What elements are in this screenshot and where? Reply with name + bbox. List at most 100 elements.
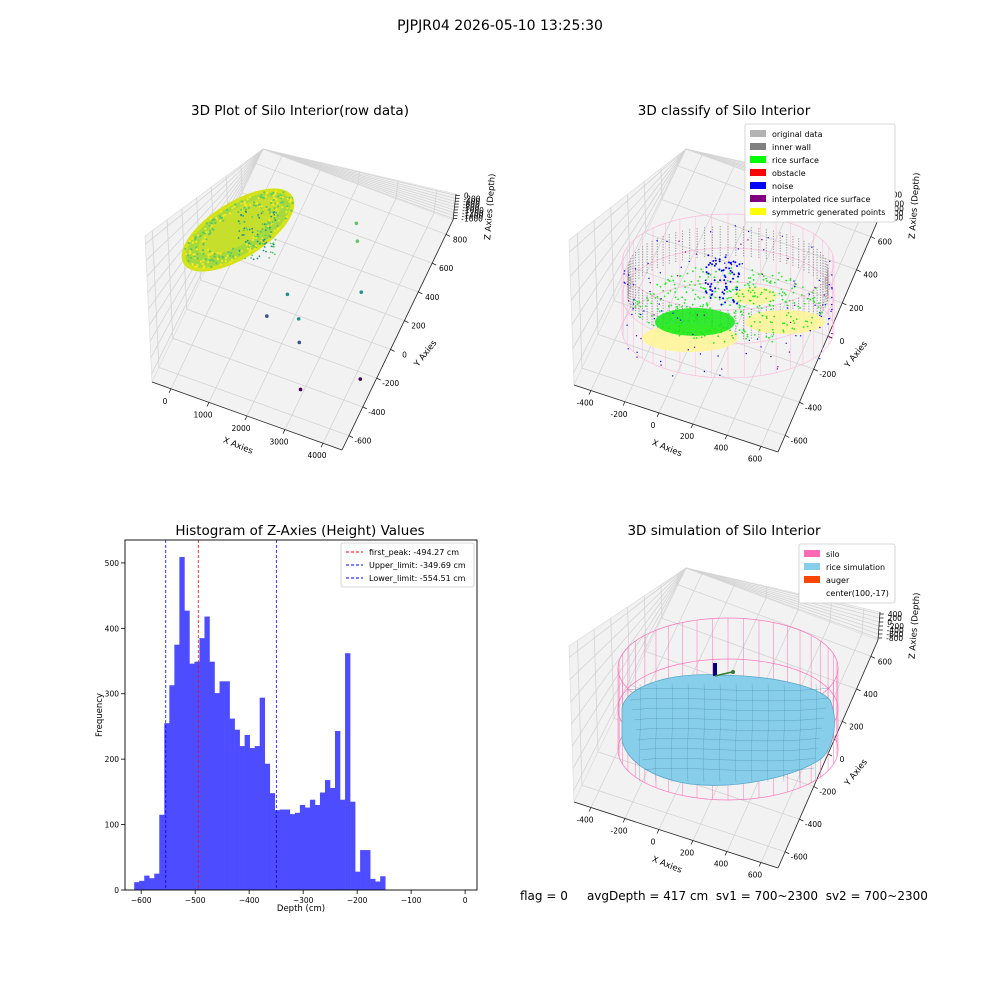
data-point: [252, 236, 255, 239]
data-point: [219, 252, 222, 255]
rice-mesh-line: [643, 767, 815, 772]
rice-surface-point: [792, 320, 795, 322]
rice-surface-point: [806, 320, 809, 323]
rice-surface-point: [676, 305, 678, 308]
rice-surface-point: [793, 302, 796, 304]
rice-surface-point: [756, 296, 759, 298]
rice-surface-point: [674, 296, 677, 299]
rice-surface-point: [659, 285, 662, 288]
data-point: [230, 252, 233, 255]
rice-surface-point: [765, 277, 767, 280]
z-tick-label: -200: [464, 194, 481, 203]
plot-frame: [124, 539, 478, 891]
data-point: [277, 195, 280, 198]
legend-swatch: [750, 156, 766, 163]
y-axis-label: Frequency: [95, 693, 105, 737]
data-point: [271, 221, 274, 224]
rice-surface-point: [772, 299, 775, 302]
rice-surface-point: [757, 273, 760, 276]
grid-line: [262, 148, 454, 219]
legend-swatch: [750, 182, 766, 189]
noise-point: [724, 282, 727, 285]
rice-surface-point: [658, 310, 661, 313]
legend-swatch: [804, 563, 820, 570]
data-point: [256, 202, 259, 205]
data-point: [265, 192, 269, 195]
data-point: [258, 255, 261, 258]
y-tick-label: -600: [354, 437, 371, 446]
data-point: [190, 248, 193, 251]
grid-line: [262, 148, 454, 214]
data-point: [209, 232, 212, 235]
x-tick-label: −600: [131, 896, 152, 905]
data-point: [225, 257, 228, 260]
noise-point: [831, 296, 833, 299]
rice-surface-point: [801, 286, 804, 288]
rice-surface-point: [753, 334, 756, 336]
rice-surface-point: [648, 321, 650, 324]
data-point: [209, 253, 212, 256]
noise-point: [688, 260, 690, 263]
data-point: [261, 223, 264, 225]
y-tick-mark: [432, 262, 437, 266]
deep-data-point: [355, 239, 360, 243]
z-tick-label: 400: [888, 610, 903, 619]
data-point: [285, 215, 288, 218]
data-point: [273, 214, 276, 216]
data-point: [272, 191, 275, 194]
x-tick-label: 600: [748, 454, 763, 463]
data-point: [202, 252, 205, 255]
data-point: [196, 264, 199, 267]
legend-label: silo: [826, 550, 840, 559]
rice-surface-point: [747, 282, 749, 285]
noise-point: [666, 240, 668, 243]
rice-surface-point: [769, 291, 771, 293]
grid-line: [200, 279, 391, 350]
noise-point: [710, 294, 713, 296]
rice-surface-point: [749, 291, 752, 294]
histogram-bar: [324, 780, 331, 890]
data-point: [286, 198, 289, 201]
noise-point: [728, 267, 731, 270]
rice-surface-point: [653, 293, 655, 295]
y-tick-label: 400: [863, 690, 878, 699]
data-point: [239, 208, 243, 212]
noise-point: [737, 275, 740, 278]
noise-point: [819, 312, 821, 314]
histogram-bar: [249, 748, 255, 890]
data-point: [277, 205, 280, 208]
histogram-bar: [144, 875, 150, 890]
rice-surface-point: [770, 308, 772, 311]
rice-mesh-line: [750, 683, 754, 783]
data-point: [240, 202, 243, 205]
noise-point: [707, 263, 710, 266]
noise-point: [763, 249, 765, 251]
data-point: [269, 242, 272, 245]
rice-surface-point: [705, 302, 708, 305]
data-point: [184, 247, 187, 250]
x-tick-label: 0: [463, 896, 468, 905]
noise-point: [693, 346, 696, 348]
legend-swatch: [750, 195, 766, 202]
noise-point: [709, 262, 712, 264]
rice-surface-point: [762, 278, 765, 281]
rice-surface-point: [738, 329, 741, 331]
y-tick-mark: [856, 688, 861, 692]
data-point: [251, 254, 254, 257]
z-tick-label: -1400: [462, 212, 484, 221]
noise-point: [732, 277, 735, 280]
rice-surface-point: [821, 311, 823, 314]
noise-point: [676, 317, 679, 319]
rice-surface-point: [771, 274, 774, 277]
rice-surface-point: [802, 326, 805, 329]
data-point: [194, 237, 197, 241]
data-point: [255, 244, 258, 247]
noise-point: [819, 314, 821, 316]
rice-surface-point: [667, 278, 669, 281]
rice-surface-point: [704, 287, 707, 290]
histogram-bar: [294, 812, 301, 890]
rice-surface-point: [678, 303, 681, 306]
grid-line: [284, 198, 397, 430]
rice-surface-point: [771, 335, 774, 338]
